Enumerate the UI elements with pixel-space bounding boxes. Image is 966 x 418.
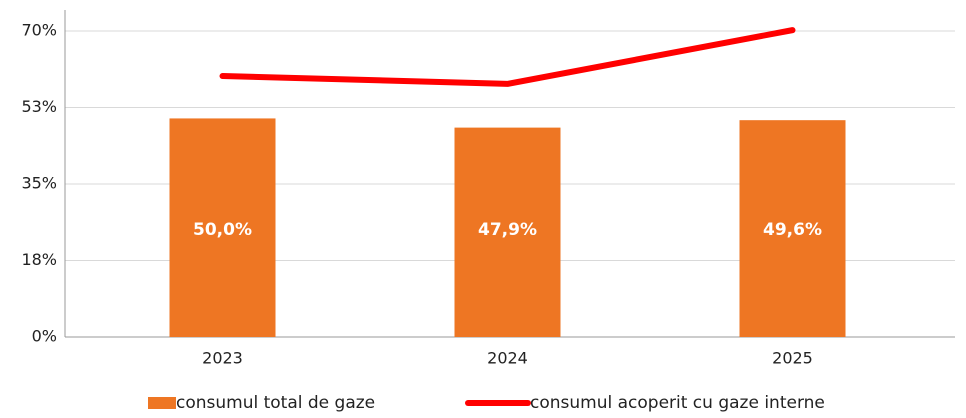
bar (739, 120, 846, 337)
y-tick-label: 53% (21, 97, 57, 116)
bar (454, 127, 561, 337)
x-tick-label: 2024 (487, 349, 528, 368)
legend-swatch (148, 397, 176, 409)
data-label: 49,6% (763, 220, 822, 240)
bar (169, 118, 276, 337)
x-tick-label: 2023 (202, 349, 243, 368)
y-tick-label: 0% (32, 327, 57, 346)
legend-label: consumul acoperit cu gaze interne (530, 393, 825, 413)
legend-label: consumul total de gaze (176, 393, 375, 413)
line-series (219, 27, 796, 87)
y-tick-label: 35% (21, 174, 57, 193)
data-label: 47,9% (478, 220, 537, 240)
data-label: 50,0% (193, 220, 252, 240)
x-tick-label: 2025 (772, 349, 813, 368)
y-tick-label: 18% (21, 250, 57, 269)
y-tick-label: 70% (21, 21, 57, 40)
